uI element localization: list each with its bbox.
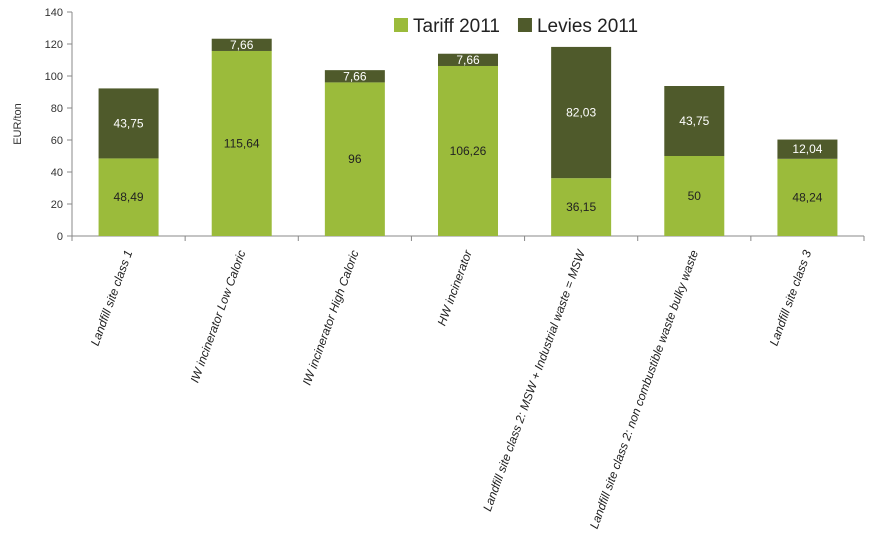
- bar-levies-1: [98, 88, 159, 159]
- bar-tariff-1: [98, 158, 159, 236]
- data-label-levies-7: 12,04: [792, 142, 822, 156]
- data-label-levies-2: 7,66: [230, 38, 254, 52]
- legend-swatch-2: [517, 18, 532, 32]
- bar-levies-6: [664, 86, 725, 156]
- axis-layer: 0 20 40 60 80 100 120 140 EUR/ton: [12, 7, 865, 243]
- legend: Tariff 2011 Levies 2011: [394, 16, 638, 37]
- y-tick-label: 120: [45, 39, 63, 51]
- data-label-levies-5: 82,03: [566, 106, 596, 120]
- data-label-levies-4: 7,66: [456, 53, 480, 67]
- category-label-7: Landfill site class 3: [767, 248, 815, 348]
- category-label-4: HW incinerator: [435, 247, 476, 327]
- y-tick-label: 60: [51, 135, 63, 147]
- data-label-tariff-3: 96: [348, 152, 362, 166]
- y-axis-label: EUR/ton: [12, 103, 24, 145]
- y-tick-label: 100: [45, 71, 63, 83]
- legend-label-2: Levies 2011: [537, 16, 638, 37]
- y-tick-label: 80: [51, 103, 63, 115]
- bar-levies-7: [777, 139, 838, 159]
- category-label-5: Landfill site class 2: MSW + Industrial …: [480, 247, 588, 513]
- y-tick-label: 20: [51, 199, 63, 211]
- bar-tariff-3: [324, 82, 385, 237]
- bar-tariff-2: [211, 50, 272, 237]
- y-tick-label: 40: [51, 167, 63, 179]
- category-label-2: IW incinerator Low Caloric: [187, 248, 248, 384]
- bar-levies-3: [324, 70, 385, 83]
- category-label-6: Landfill site class 2: non combustible w…: [587, 248, 701, 531]
- y-tick-label: 0: [57, 231, 63, 243]
- data-label-tariff-1: 48,49: [114, 190, 144, 204]
- bar-tariff-5: [551, 178, 612, 236]
- category-label-3: IW incinerator High Caloric: [300, 248, 362, 387]
- bar-tariff-6: [664, 156, 725, 236]
- data-label-tariff-6: 50: [688, 189, 702, 203]
- bar-levies-4: [438, 53, 498, 66]
- bar-tariff-7: [777, 158, 838, 236]
- bar-tariff-4: [438, 65, 498, 236]
- y-tick-label: 140: [45, 7, 63, 19]
- data-label-levies-1: 43,75: [114, 116, 144, 130]
- bar-levies-5: [551, 46, 612, 179]
- bar-levies-2: [211, 38, 272, 51]
- bar-layer: [98, 38, 838, 237]
- data-label-tariff-2: 115,64: [224, 136, 260, 150]
- data-label-levies-6: 43,75: [679, 114, 709, 128]
- data-label-tariff-4: 106,26: [450, 144, 487, 158]
- category-label-1: Landfill site class 1: [88, 248, 136, 347]
- legend-label-1: Tariff 2011: [413, 16, 500, 37]
- data-label-tariff-5: 36,15: [566, 200, 596, 214]
- data-label-tariff-7: 48,24: [792, 190, 822, 204]
- legend-swatch-1: [394, 18, 408, 32]
- data-label-levies-3: 7,66: [343, 69, 367, 83]
